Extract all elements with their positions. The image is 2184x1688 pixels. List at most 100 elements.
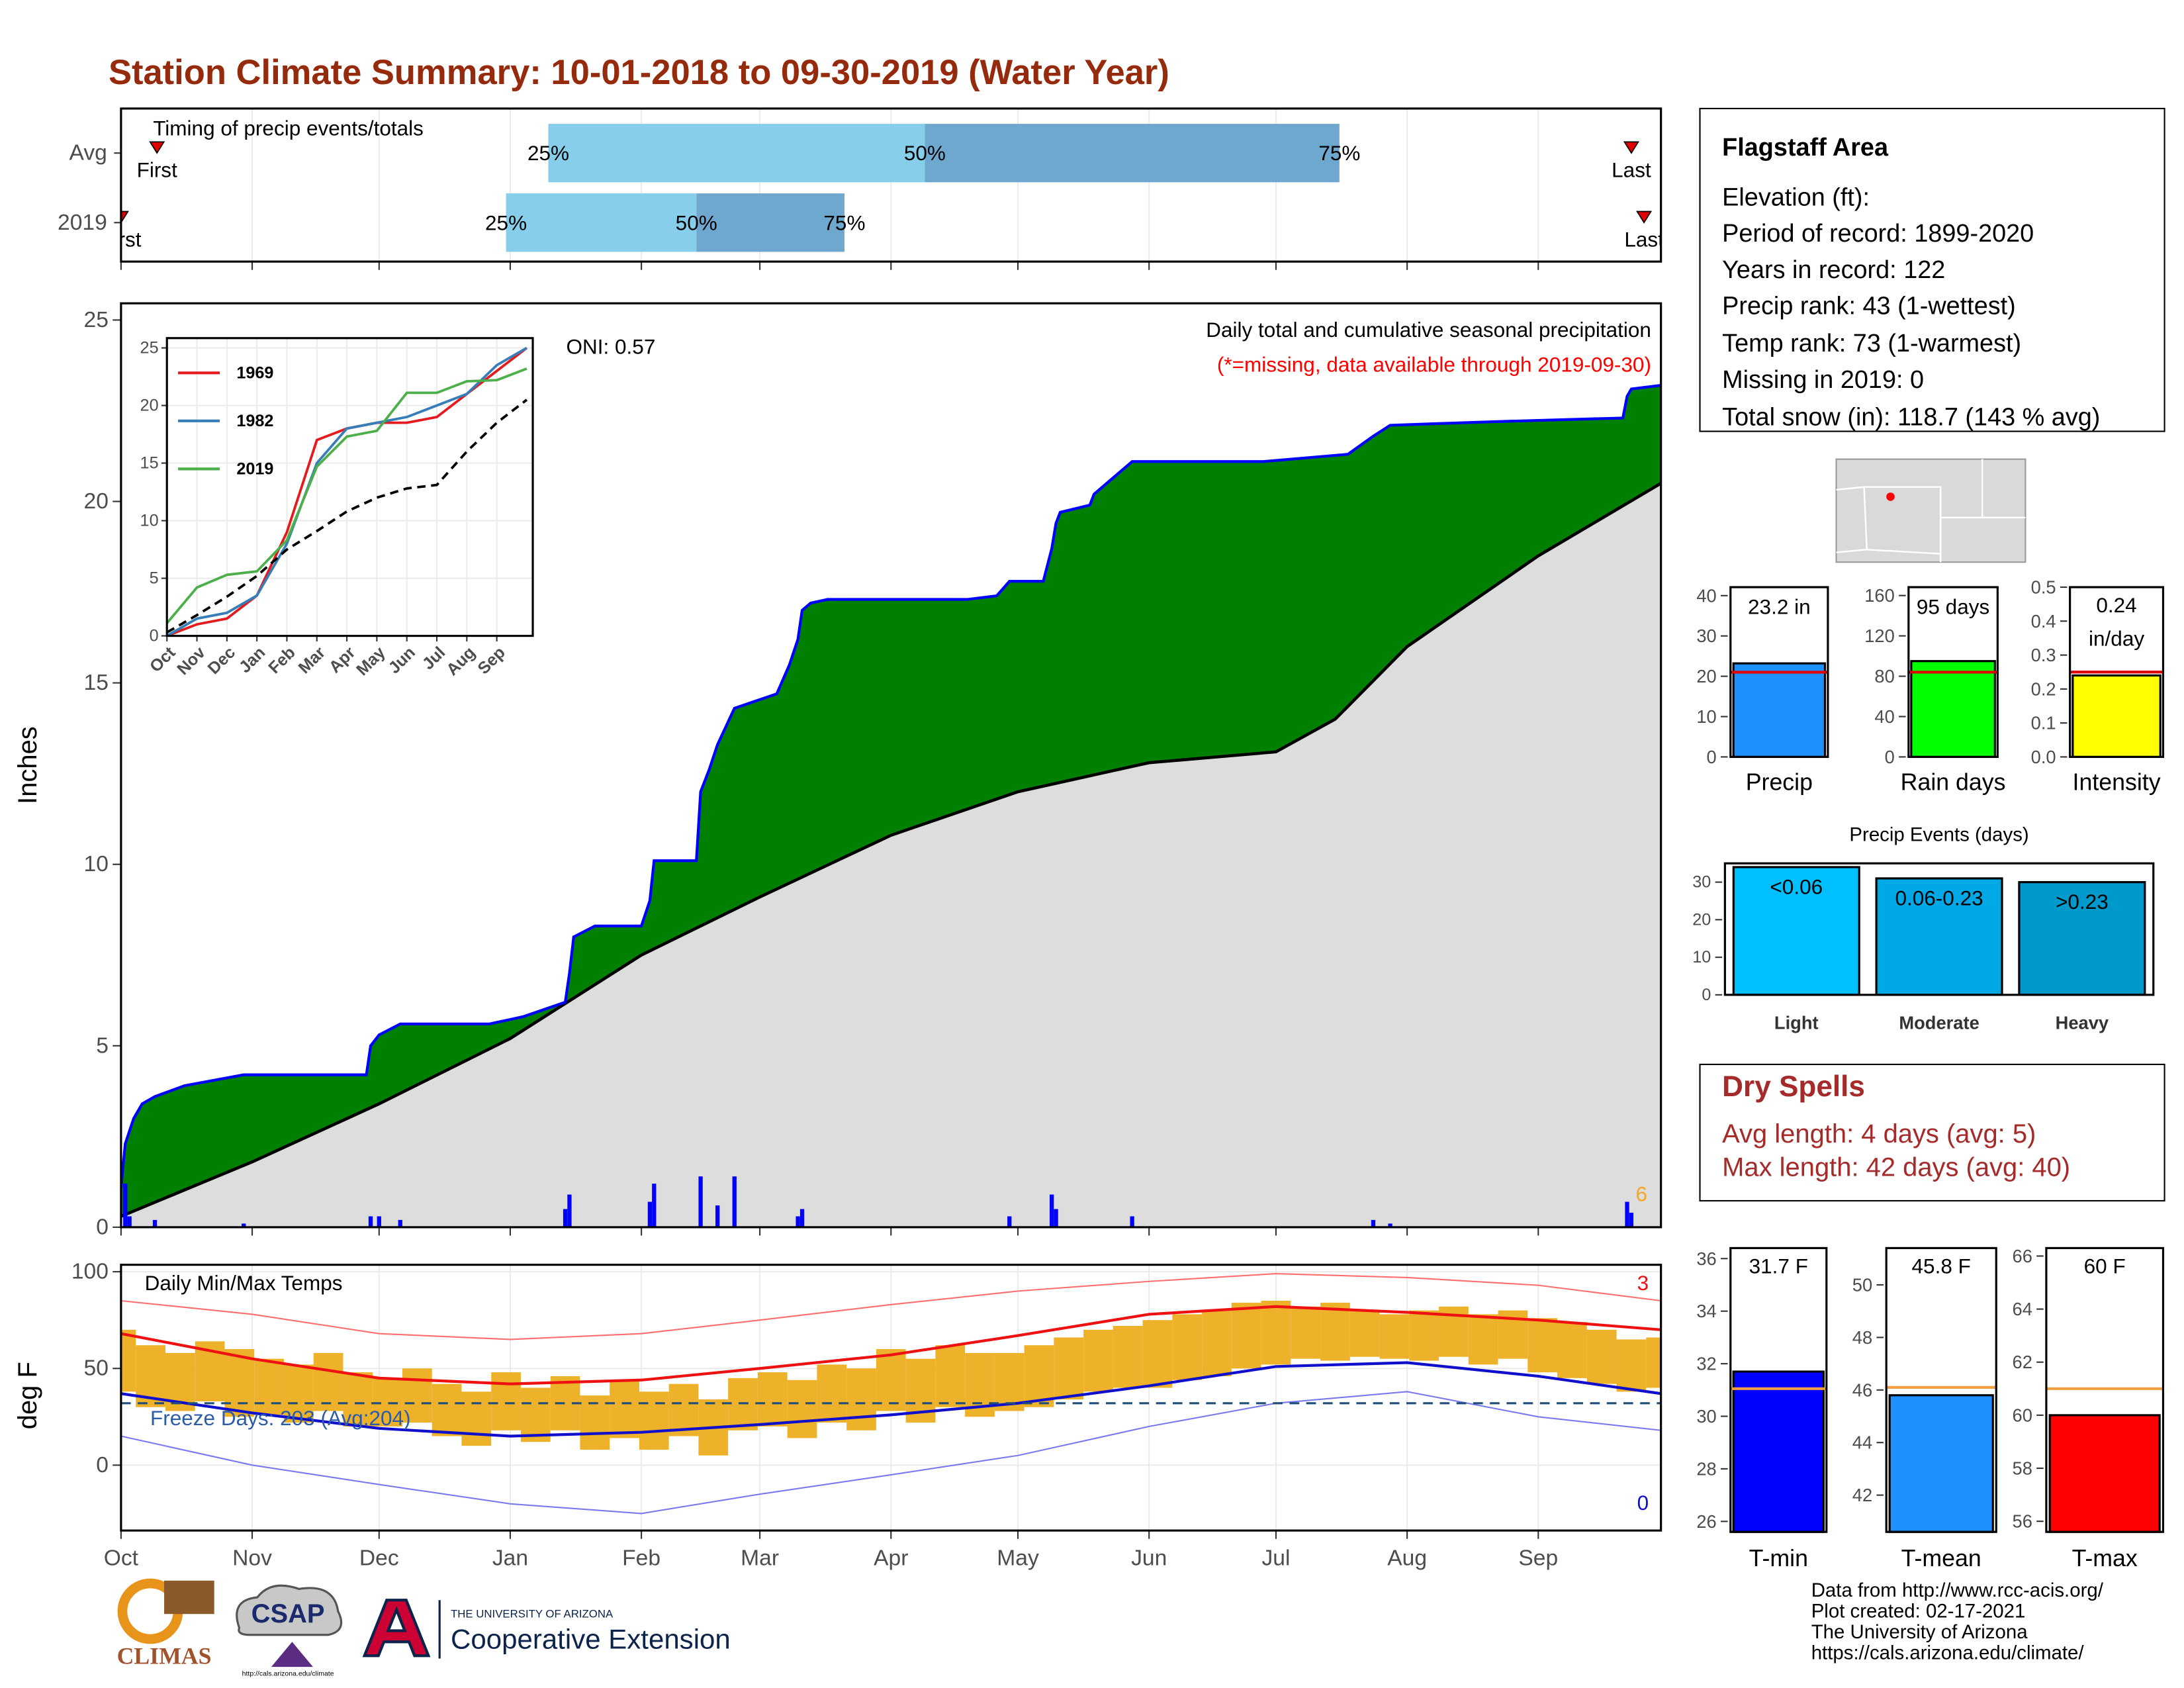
daily-temp-bar	[1113, 1325, 1143, 1388]
record-low-line	[120, 1391, 1661, 1515]
daily-temp-bar	[1409, 1310, 1439, 1361]
x-tick-label: Heavy	[2056, 1012, 2109, 1033]
x-tick-label: Feb	[622, 1546, 660, 1571]
x-tick-label: Precip	[1746, 769, 1813, 795]
value-label: 0.24 in/day	[2088, 594, 2145, 651]
y-tick-label: 0.2	[2031, 679, 2056, 699]
daily-temp-bar	[639, 1391, 669, 1450]
daily-precip-bar	[1388, 1223, 1392, 1227]
y-tick-label: 20	[1692, 910, 1711, 929]
map-frame	[1835, 458, 2026, 563]
x-tick-label: Oct	[104, 1546, 139, 1571]
daily-temp-bar	[935, 1345, 966, 1407]
quartile-bar	[696, 193, 844, 252]
y-tick-label: 10	[1696, 706, 1716, 727]
plot-area	[167, 346, 528, 636]
daily-temp-bar	[224, 1349, 255, 1417]
plot-frame	[1729, 586, 1829, 759]
daily-precip-bar	[398, 1219, 402, 1227]
station-dot	[1886, 492, 1895, 501]
y-tick-label: 0	[1885, 747, 1895, 767]
event-marker	[120, 211, 129, 224]
daily-temp-bar	[994, 1352, 1024, 1411]
daily-temp-bar	[432, 1383, 462, 1436]
plot-frame	[120, 1264, 1662, 1532]
marker-label: Last	[1624, 228, 1664, 252]
quartile-bar	[506, 193, 697, 252]
daily-precip-bar	[242, 1223, 246, 1227]
y-tick-label: 15	[84, 671, 109, 695]
value-label: 60 F	[2084, 1254, 2126, 1278]
daily-temp-bar	[1646, 1337, 1661, 1388]
station-box	[1699, 107, 2165, 432]
daily-temp-bar	[757, 1372, 788, 1427]
daily-temp-bar	[610, 1380, 639, 1438]
y-tick-label: 42	[1852, 1485, 1872, 1505]
daily-temp-bar	[1202, 1310, 1232, 1376]
y-tick-label: 10	[1692, 948, 1711, 966]
plot-frame	[1907, 586, 1999, 759]
bar	[1910, 660, 1996, 759]
logo-mountain	[271, 1642, 313, 1667]
marker-label: Last	[1612, 158, 1651, 181]
quartile-label: 75%	[823, 211, 865, 234]
y-tick-label: 5	[96, 1033, 109, 1058]
y-tick-label: 36	[1696, 1248, 1716, 1269]
chart-title: Timing of precip events/totals	[153, 116, 424, 140]
csap-logo: CSAP http://cals.arizona.edu/climate	[236, 1584, 343, 1678]
plot-frame	[1885, 1246, 1997, 1533]
bar-label: <0.06	[1770, 874, 1823, 898]
y-tick-label: 30	[1696, 1406, 1716, 1427]
bar	[1888, 1394, 1994, 1533]
daily-temp-bar	[283, 1364, 314, 1423]
x-tick-label: T-mean	[1901, 1545, 1981, 1571]
daily-precip-bar	[563, 1209, 568, 1227]
daily-precip-bar	[1625, 1201, 1629, 1227]
chart-title: Precip Events (days)	[1849, 824, 2028, 846]
bar-label: >0.23	[2056, 890, 2109, 914]
x-tick-label: Jun	[1131, 1546, 1167, 1571]
daily-precip-bar	[652, 1184, 657, 1227]
daily-temp-bar	[520, 1387, 551, 1442]
daily-precip-bar	[732, 1176, 737, 1227]
event-marker	[1636, 211, 1653, 224]
daily-temp-bar	[461, 1391, 492, 1446]
y-tick-label: 44	[1852, 1432, 1872, 1453]
marker-label: First	[137, 158, 178, 181]
x-tick-label: Sep	[1518, 1546, 1558, 1571]
daily-temp-bar	[876, 1349, 906, 1411]
daily-temp-bar	[1586, 1329, 1617, 1384]
daily-temp-bar	[491, 1372, 521, 1430]
average-line	[120, 482, 1661, 1218]
y-tick-label: 120	[1864, 626, 1895, 646]
daily-temp-bar	[787, 1380, 817, 1438]
station-title: Flagstaff Area	[1722, 134, 1889, 162]
chart-title: Daily total and cumulative seasonal prec…	[1206, 318, 1651, 342]
y-tick-label: 25	[140, 339, 159, 357]
y-tick-label: 20	[140, 397, 159, 415]
x-tick-label: T-max	[2072, 1545, 2138, 1571]
y-tick-label: 56	[2013, 1511, 2032, 1532]
y-tick-label: 40	[1696, 585, 1716, 606]
y-tick-label: 40	[1874, 706, 1894, 727]
dry-spells-title: Dry Spells	[1722, 1070, 1865, 1103]
climas-logo: CLIMAS	[117, 1578, 214, 1669]
daily-temp-bar	[1142, 1320, 1173, 1388]
daily-temp-bar	[1054, 1337, 1084, 1400]
y-tick-label: 10	[84, 852, 109, 876]
daily-temp-bar	[846, 1368, 876, 1430]
station-line: Total snow (in): 118.7 (143 % avg)	[1722, 404, 2100, 432]
logo-text: Cooperative Extension	[451, 1624, 731, 1655]
record-high-line	[120, 1273, 1661, 1340]
row-label: 2019	[58, 211, 107, 235]
daily-temp-bar	[668, 1383, 699, 1436]
daily-precip-bar	[368, 1216, 373, 1227]
daily-temp-bar	[817, 1364, 847, 1423]
y-tick-label: 46	[1852, 1380, 1872, 1400]
y-tick-label: 20	[84, 489, 109, 514]
daily-temp-bar	[1349, 1310, 1380, 1357]
y-tick-label: 160	[1864, 585, 1895, 606]
y-tick-label: 48	[1852, 1327, 1872, 1348]
daily-precip-bar	[567, 1194, 572, 1227]
